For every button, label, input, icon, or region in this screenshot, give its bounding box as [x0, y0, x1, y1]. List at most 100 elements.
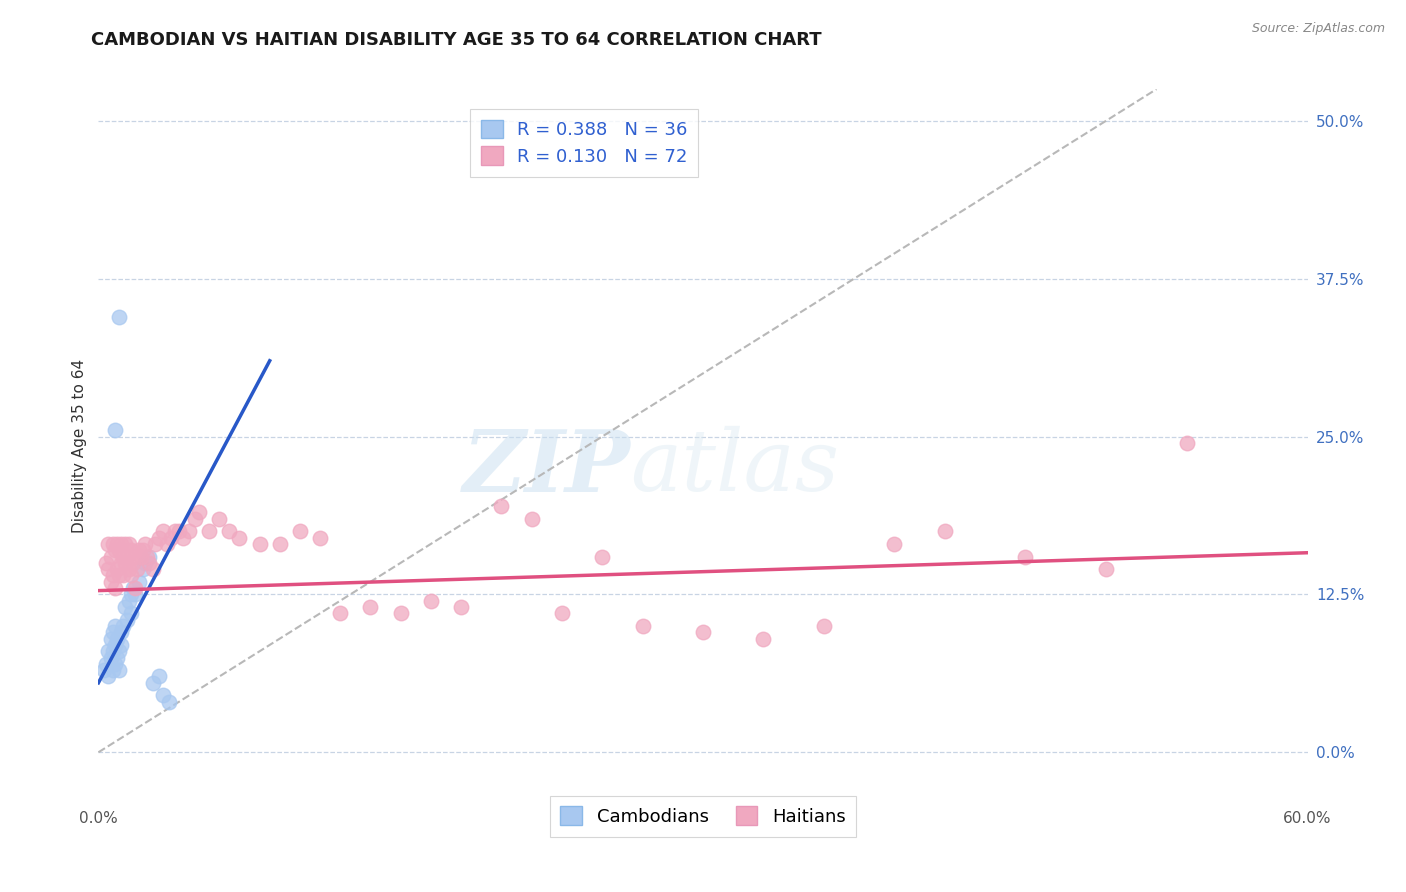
Point: [110, 537, 132, 551]
Point: [128, 543, 150, 558]
Point: [118, 537, 141, 551]
Point: [148, 669, 170, 683]
Point: [103, 423, 125, 437]
Point: [115, 613, 138, 627]
Point: [114, 556, 136, 570]
Point: [96, 657, 118, 671]
Point: [309, 531, 332, 545]
Point: [184, 511, 207, 525]
Point: [551, 607, 574, 621]
Point: [208, 511, 231, 525]
Point: [134, 537, 156, 551]
Point: [97, 669, 120, 683]
Point: [110, 556, 132, 570]
Text: CAMBODIAN VS HAITIAN DISABILITY AGE 35 TO 64 CORRELATION CHART: CAMBODIAN VS HAITIAN DISABILITY AGE 35 T…: [91, 31, 823, 49]
Point: [1095, 562, 1118, 576]
Point: [107, 568, 129, 582]
Point: [118, 593, 141, 607]
Text: atlas: atlas: [630, 426, 839, 508]
Point: [105, 562, 128, 576]
Point: [120, 607, 142, 621]
Point: [752, 632, 775, 646]
Point: [142, 562, 165, 576]
Point: [692, 625, 714, 640]
Point: [96, 556, 118, 570]
Point: [269, 537, 291, 551]
Point: [121, 556, 143, 570]
Point: [111, 549, 134, 564]
Point: [103, 581, 125, 595]
Point: [114, 537, 136, 551]
Point: [138, 549, 160, 564]
Point: [157, 695, 180, 709]
Point: [100, 650, 122, 665]
Point: [288, 524, 311, 539]
Point: [591, 549, 613, 564]
Point: [172, 531, 194, 545]
Point: [1014, 549, 1036, 564]
Point: [103, 543, 125, 558]
Point: [107, 310, 129, 324]
Point: [93, 663, 115, 677]
Point: [138, 556, 160, 570]
Point: [329, 607, 352, 621]
Point: [132, 562, 155, 576]
Point: [148, 531, 170, 545]
Point: [114, 600, 136, 615]
Point: [105, 632, 128, 646]
Point: [107, 644, 129, 658]
Point: [813, 619, 835, 633]
Point: [110, 638, 132, 652]
Point: [132, 543, 155, 558]
Point: [389, 607, 412, 621]
Point: [143, 537, 166, 551]
Point: [111, 568, 134, 582]
Point: [101, 537, 124, 551]
Point: [360, 600, 382, 615]
Point: [167, 524, 190, 539]
Point: [152, 689, 174, 703]
Point: [115, 549, 138, 564]
Point: [120, 568, 142, 582]
Point: [118, 562, 141, 576]
Point: [198, 524, 221, 539]
Point: [934, 524, 956, 539]
Point: [101, 568, 124, 582]
Point: [228, 531, 250, 545]
Point: [179, 524, 201, 539]
Point: [218, 524, 240, 539]
Point: [111, 619, 134, 633]
Point: [101, 663, 124, 677]
Point: [100, 574, 122, 589]
Point: [152, 524, 174, 539]
Point: [163, 524, 186, 539]
Point: [1175, 435, 1198, 450]
Point: [120, 543, 142, 558]
Point: [110, 625, 132, 640]
Point: [491, 499, 513, 513]
Point: [156, 537, 179, 551]
Point: [883, 537, 905, 551]
Point: [97, 562, 120, 576]
Point: [105, 650, 128, 665]
Y-axis label: Disability Age 35 to 64: Disability Age 35 to 64: [72, 359, 87, 533]
Point: [101, 644, 124, 658]
Point: [103, 619, 125, 633]
Point: [135, 549, 157, 564]
Point: [124, 581, 146, 595]
Point: [142, 675, 165, 690]
Point: [249, 537, 271, 551]
Point: [160, 531, 183, 545]
Point: [121, 581, 143, 595]
Text: Source: ZipAtlas.com: Source: ZipAtlas.com: [1251, 22, 1385, 36]
Point: [101, 625, 124, 640]
Point: [631, 619, 654, 633]
Point: [107, 543, 129, 558]
Point: [120, 587, 142, 601]
Point: [100, 632, 122, 646]
Point: [103, 638, 125, 652]
Point: [188, 505, 211, 519]
Point: [450, 600, 472, 615]
Point: [124, 587, 146, 601]
Point: [97, 644, 120, 658]
